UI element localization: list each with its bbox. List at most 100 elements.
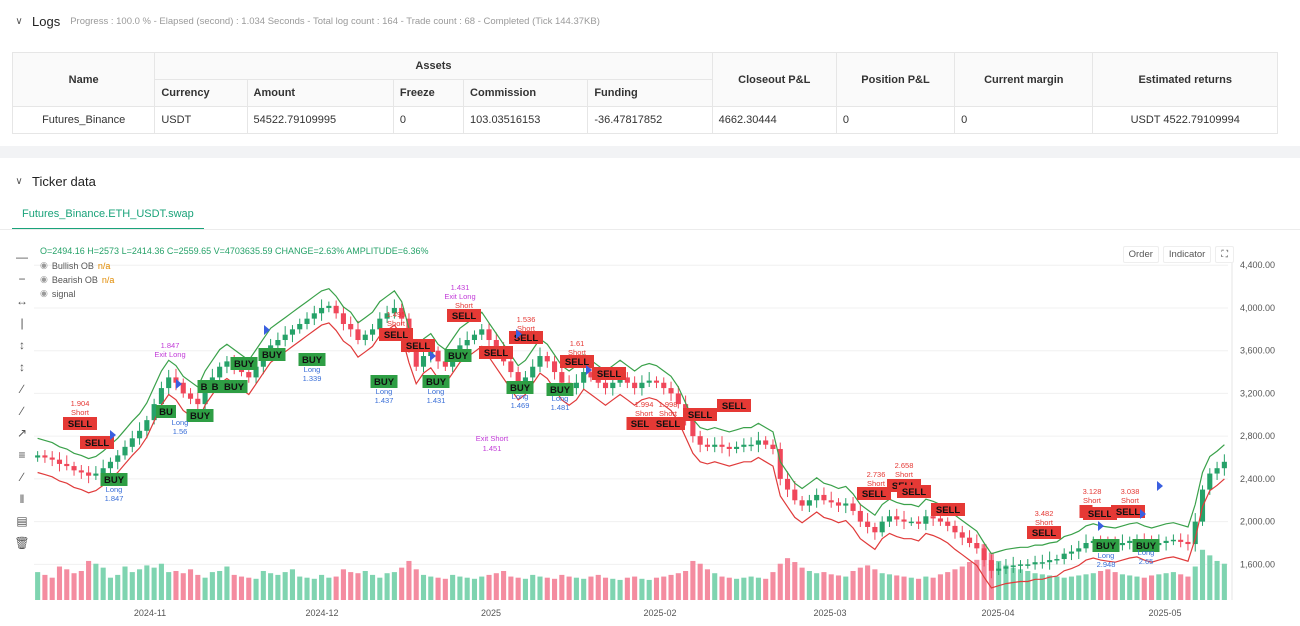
signal-label: SELL <box>384 330 408 341</box>
eye-icon[interactable]: ◉ <box>40 288 48 298</box>
candle <box>253 366 259 378</box>
drawing-toolbar: — − ↔ | ↕ ↕ ∕ ∕ ↗ ≡ ∕ ‖ ▤ 🗑 <box>10 246 34 554</box>
candle <box>784 478 791 490</box>
volume-bar <box>850 570 856 600</box>
buy-signal <box>230 357 258 370</box>
ray-icon[interactable]: ↔ <box>16 294 28 308</box>
logs-header[interactable]: ∨ Logs Progress : 100.0 % - Elapsed (sec… <box>14 12 600 30</box>
volume-bar <box>755 577 761 600</box>
candle <box>486 329 492 341</box>
candle <box>850 503 856 511</box>
eye-icon[interactable]: ◉ <box>40 274 48 284</box>
trend-segment-icon[interactable]: ∕ <box>20 404 23 418</box>
fullscreen-icon[interactable]: ⛶ <box>1215 246 1234 263</box>
vertical-ray-icon[interactable]: ↕ <box>19 338 25 352</box>
signal-annotation: 2.65 <box>1139 557 1154 566</box>
price-chart[interactable]: 4,400.00 4,000.00 3,600.00 3,200.00 2,800.00… <box>0 238 1300 626</box>
col-commission: Commission <box>463 79 589 107</box>
volume-bar <box>202 577 208 600</box>
parallel-line-icon[interactable]: ∕ <box>20 470 23 484</box>
legend-label: Bullish OB <box>51 260 94 271</box>
x-tick-label: 2025 <box>481 608 501 618</box>
price-channel-icon[interactable]: ≡ <box>18 448 26 462</box>
vertical-segment-icon[interactable]: ↕ <box>19 360 25 374</box>
candle <box>959 532 965 538</box>
legend-bearish-ob[interactable]: ◉ Bearish OB n/a <box>40 274 114 285</box>
candle <box>93 473 99 476</box>
volume-bar <box>537 576 543 600</box>
volume-bar <box>493 573 499 600</box>
volume-bar <box>420 574 427 600</box>
signal-annotation: 1.847 <box>105 494 124 503</box>
candle <box>435 350 441 362</box>
signal-label: SELL <box>406 341 430 352</box>
signal-annotation: Short <box>659 409 678 418</box>
signal-label: SELL <box>722 401 746 412</box>
volume-bar <box>639 578 645 600</box>
chevron-down-icon[interactable]: ∨ <box>15 175 23 187</box>
chevron-down-icon[interactable]: ∨ <box>15 15 23 27</box>
fibonacci-icon[interactable]: ‖ <box>19 492 25 506</box>
volume-bar <box>501 570 507 600</box>
horizontal-line-icon[interactable]: − <box>18 272 26 286</box>
volume-bar <box>1207 555 1213 600</box>
rect-icon[interactable]: ▤ <box>16 514 28 528</box>
chart-area[interactable]: 4,400.00 4,000.00 3,600.00 3,200.00 2,800.00… <box>0 238 1300 626</box>
signal-label: SELL <box>484 348 508 359</box>
volume-bar <box>712 573 718 600</box>
candle <box>763 440 769 445</box>
candle <box>1076 548 1082 552</box>
signal-annotation: 1.339 <box>303 374 322 383</box>
candle <box>1163 540 1169 543</box>
vertical-line-icon[interactable]: | <box>20 316 24 330</box>
candle <box>865 521 871 527</box>
x-tick-label: 2025-03 <box>813 608 846 618</box>
candle <box>1221 461 1227 469</box>
entry-marker <box>586 365 592 375</box>
volume-bar <box>602 577 609 600</box>
arrow-line-icon[interactable]: ↗ <box>16 426 28 440</box>
candle <box>879 521 885 533</box>
tab-eth-usdt-swap[interactable]: Futures_Binance.ETH_USDT.swap <box>12 200 204 230</box>
sell-signal <box>1083 507 1117 520</box>
indicator-button[interactable]: Indicator <box>1162 246 1212 263</box>
trash-icon[interactable]: 🗑 <box>14 536 30 550</box>
candle <box>653 380 660 383</box>
volume-bar <box>996 560 1002 600</box>
x-tick-label: 2024-12 <box>305 608 338 618</box>
volume-bar <box>1156 574 1162 600</box>
candle <box>981 548 987 561</box>
volume-bar <box>573 577 579 600</box>
volume-bar <box>107 577 113 600</box>
trend-line-icon[interactable]: ∕ <box>20 382 23 396</box>
volume-bar <box>1047 575 1053 600</box>
signal-annotation: 1.431 <box>427 396 446 405</box>
volume-bar <box>566 576 572 600</box>
candle <box>129 438 135 447</box>
volume-bar <box>1119 574 1125 600</box>
candle <box>377 318 383 330</box>
volume-bar <box>901 576 907 600</box>
volume-bar <box>1163 573 1169 600</box>
volume-bar <box>530 574 536 600</box>
volume-bar <box>86 560 92 600</box>
candle <box>821 494 827 501</box>
candle <box>122 446 128 456</box>
sell-signal <box>447 309 481 322</box>
legend-label: Bearish OB <box>51 274 98 285</box>
legend-bullish-ob[interactable]: ◉ Bullish OB n/a <box>40 260 110 271</box>
legend-signal[interactable]: ◉ signal <box>40 288 75 299</box>
assets-group-header: Assets <box>154 52 713 80</box>
signal-label: BUY <box>302 355 323 366</box>
signal-annotation: Long <box>552 394 569 403</box>
crosshair-icon[interactable]: — <box>16 250 28 264</box>
ticker-header[interactable]: ∨ Ticker data <box>14 172 96 190</box>
volume-bar <box>1185 576 1191 600</box>
eye-icon[interactable]: ◉ <box>40 260 48 270</box>
volume-bar <box>1054 576 1060 600</box>
volume-bar <box>515 577 521 600</box>
entry-marker <box>176 379 182 389</box>
candle <box>391 307 397 314</box>
order-button[interactable]: Order <box>1122 246 1159 263</box>
volume-bar <box>617 579 623 600</box>
